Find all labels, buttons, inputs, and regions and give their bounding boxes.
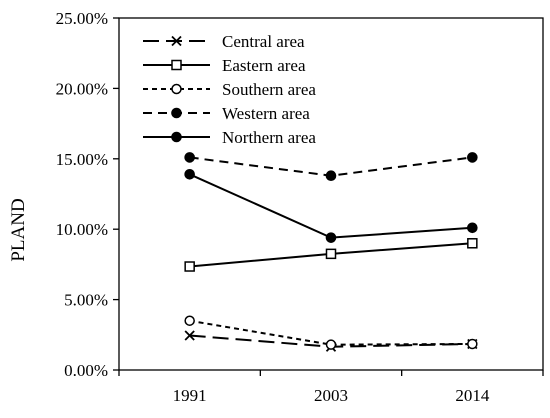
x-tick-label: 2014	[455, 386, 490, 405]
data-point	[467, 338, 478, 350]
y-tick-label: 0.00%	[64, 361, 108, 380]
legend-label: Central area	[222, 32, 305, 51]
series-northern-area	[184, 168, 478, 243]
data-point	[184, 261, 195, 272]
legend-item: Eastern area	[143, 56, 306, 75]
y-tick-label: 25.00%	[56, 9, 108, 28]
series-western-area	[184, 152, 478, 181]
legend-marker	[171, 131, 182, 143]
y-tick-label: 10.00%	[56, 220, 108, 239]
y-tick-label: 5.00%	[64, 291, 108, 310]
data-point	[325, 339, 337, 350]
data-point	[325, 232, 337, 243]
data-point	[467, 222, 478, 234]
legend-marker	[171, 83, 182, 95]
legend-label: Western area	[222, 104, 310, 123]
data-point	[467, 238, 478, 249]
data-point	[467, 152, 478, 163]
series-line	[189, 173, 473, 239]
legend-item: Southern area	[143, 80, 316, 99]
legend-item: Central area	[143, 32, 305, 51]
y-axis-label: PLAND	[8, 198, 29, 261]
x-tick-label: 2003	[314, 386, 348, 405]
data-point	[184, 168, 195, 180]
legend: Central area Eastern area Southern area Wes…	[143, 32, 316, 147]
data-point	[184, 152, 195, 163]
x-tick-label: 1991	[173, 386, 207, 405]
legend-item: Northern area	[143, 128, 316, 147]
data-point	[325, 248, 337, 260]
series-group	[184, 152, 478, 352]
series-southern-area	[184, 315, 478, 350]
series-eastern-area	[184, 238, 478, 272]
y-tick-label: 15.00%	[56, 150, 108, 169]
legend-label: Northern area	[222, 128, 316, 147]
y-tick-label: 20.00%	[56, 79, 108, 98]
legend-item: Western area	[143, 104, 310, 123]
plot-frame	[118, 17, 544, 371]
series-line	[189, 319, 473, 346]
legend-marker	[171, 107, 182, 119]
legend-label: Eastern area	[222, 56, 306, 75]
data-point	[325, 170, 337, 181]
axes: 0.00% 5.00% 10.00% 15.00% 20.00% 25.00% 1991 20…	[56, 9, 544, 405]
data-point	[184, 330, 195, 341]
legend-label: Southern area	[222, 80, 316, 99]
data-point	[184, 315, 195, 326]
legend-marker	[171, 59, 182, 71]
legend-marker	[171, 35, 182, 47]
